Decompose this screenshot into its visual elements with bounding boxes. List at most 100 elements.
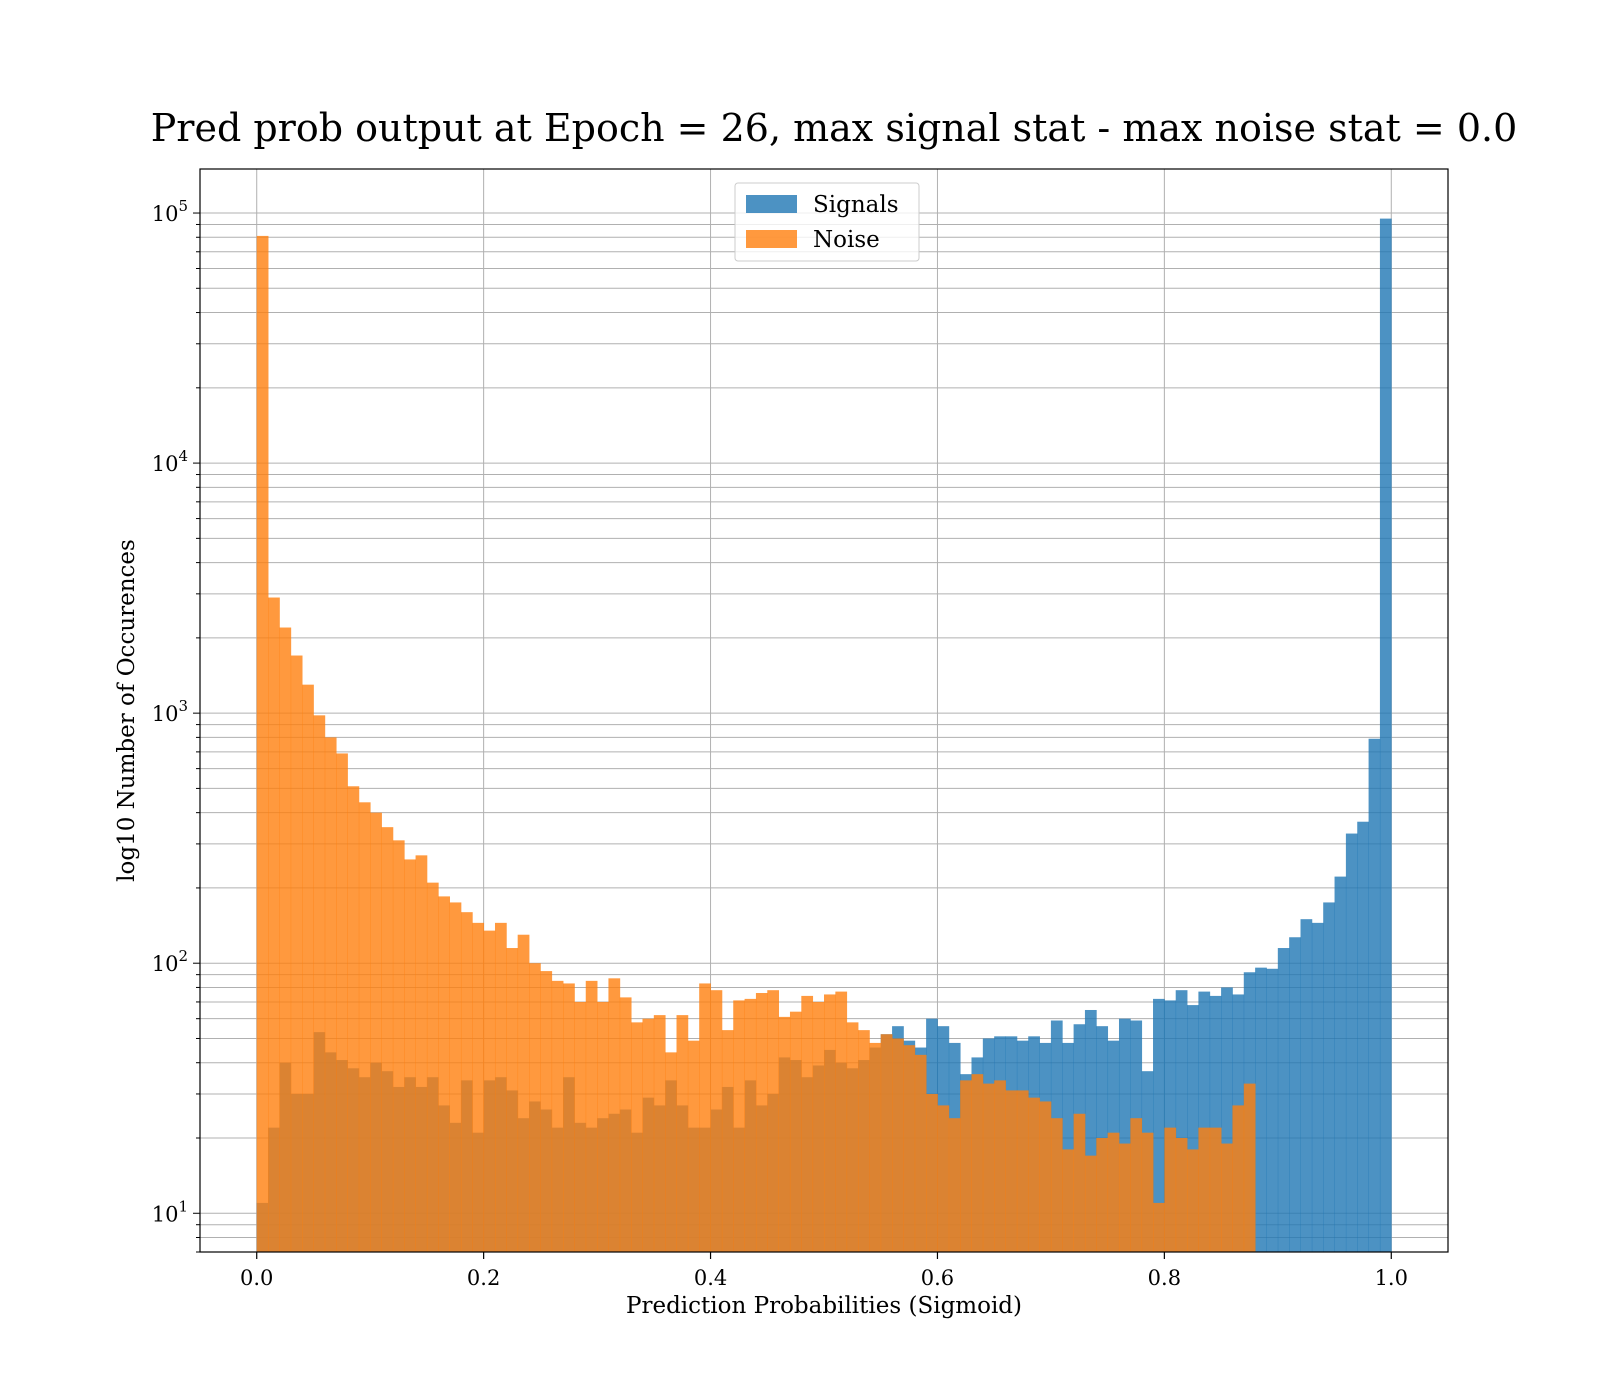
y-tick-label: 104 bbox=[152, 447, 188, 476]
noise-bar bbox=[404, 859, 416, 1252]
legend-label: Noise bbox=[813, 227, 880, 253]
noise-bar bbox=[1175, 1137, 1188, 1252]
x-tick-label: 1.0 bbox=[1375, 1266, 1408, 1290]
noise-bar bbox=[642, 1018, 655, 1252]
noise-bar bbox=[597, 1001, 609, 1252]
noise-bar bbox=[1141, 1132, 1154, 1252]
noise-bar bbox=[347, 786, 360, 1252]
noise-bar bbox=[812, 1001, 825, 1252]
noise-bar bbox=[687, 1040, 700, 1252]
noise-bar bbox=[472, 922, 485, 1252]
legend-swatch bbox=[746, 195, 797, 213]
signal-bar bbox=[1175, 990, 1188, 1252]
signal-bar bbox=[1289, 937, 1301, 1252]
noise-bar bbox=[279, 627, 292, 1252]
noise-bar bbox=[358, 802, 371, 1252]
noise-bar bbox=[1107, 1132, 1120, 1252]
y-tick-label: 101 bbox=[152, 1197, 188, 1226]
noise-bar bbox=[1221, 1143, 1233, 1252]
noise-bar bbox=[619, 997, 632, 1252]
noise-bar bbox=[1050, 1118, 1063, 1252]
noise-bar bbox=[880, 1034, 893, 1252]
noise-bar bbox=[529, 963, 541, 1252]
noise-bar bbox=[846, 1022, 859, 1252]
noise-bar bbox=[1198, 1127, 1211, 1252]
signal-bar bbox=[1209, 995, 1222, 1252]
signal-bar bbox=[1164, 1000, 1177, 1252]
noise-bar bbox=[1232, 1105, 1245, 1252]
noise-bar bbox=[302, 684, 314, 1252]
noise-bar bbox=[381, 827, 394, 1252]
noise-bar bbox=[324, 737, 337, 1252]
y-tick-label: 102 bbox=[152, 947, 188, 976]
signal-bar bbox=[1379, 218, 1392, 1253]
noise-bar bbox=[778, 1016, 791, 1252]
legend-label: Signals bbox=[813, 192, 899, 218]
noise-bar bbox=[653, 1015, 666, 1252]
signal-bar bbox=[1153, 998, 1165, 1252]
noise-bar bbox=[789, 1011, 802, 1252]
noise-bar bbox=[256, 235, 269, 1252]
signal-bar bbox=[1277, 948, 1290, 1252]
noise-bar bbox=[551, 980, 564, 1252]
signal-bar bbox=[1266, 968, 1279, 1252]
noise-bar bbox=[313, 715, 326, 1252]
noise-bar bbox=[971, 1074, 984, 1252]
noise-bar bbox=[676, 1015, 689, 1252]
signal-bar bbox=[1187, 1005, 1199, 1252]
noise-bar bbox=[869, 1042, 882, 1252]
legend: Signals Noise bbox=[734, 182, 920, 262]
noise-bar bbox=[1209, 1127, 1222, 1252]
noise-bar bbox=[268, 597, 280, 1252]
noise-bar bbox=[494, 922, 507, 1252]
x-tick-label: 0.8 bbox=[1148, 1266, 1181, 1290]
noise-bar bbox=[1164, 1127, 1177, 1252]
noise-bar bbox=[767, 990, 780, 1252]
noise-bar bbox=[733, 1000, 745, 1252]
noise-bar bbox=[1028, 1097, 1040, 1252]
noise-bar bbox=[574, 1001, 587, 1252]
noise-bar bbox=[1096, 1137, 1109, 1252]
noise-bar bbox=[631, 1022, 643, 1252]
signal-bar bbox=[1323, 902, 1335, 1252]
noise-bar bbox=[563, 983, 575, 1252]
signal-bar bbox=[1255, 967, 1267, 1252]
noise-bar bbox=[1073, 1113, 1086, 1252]
y-axis-ticks: 101 102 103 104 105 bbox=[152, 197, 200, 1253]
y-axis-label: log10 Number of Occurences bbox=[114, 539, 140, 882]
x-tick-label: 0.6 bbox=[921, 1266, 954, 1290]
noise-bar bbox=[744, 998, 757, 1252]
noise-bar bbox=[665, 1052, 677, 1252]
noise-bar bbox=[608, 978, 621, 1252]
signal-bar bbox=[1062, 1042, 1074, 1252]
noise-bar bbox=[937, 1105, 950, 1252]
noise-bar bbox=[1005, 1090, 1018, 1252]
plot-frame bbox=[199, 168, 1449, 1253]
noise-bar bbox=[903, 1045, 916, 1252]
noise-bar bbox=[710, 990, 723, 1252]
noise-bar bbox=[1153, 1202, 1165, 1252]
noise-bar bbox=[699, 983, 711, 1252]
noise-bar bbox=[449, 902, 462, 1252]
noise-bar bbox=[926, 1093, 938, 1252]
noise-bar bbox=[392, 840, 405, 1252]
signal-bar bbox=[1311, 922, 1324, 1252]
y-tick-label: 105 bbox=[152, 197, 188, 226]
noise-bar bbox=[994, 1080, 1006, 1252]
noise-bar bbox=[948, 1118, 961, 1252]
noise-bar bbox=[460, 912, 473, 1252]
noise-bar bbox=[290, 655, 303, 1252]
noise-bar bbox=[858, 1030, 870, 1252]
noise-bar bbox=[1039, 1101, 1052, 1252]
signal-bar bbox=[1198, 991, 1211, 1252]
legend-swatch bbox=[746, 230, 797, 248]
noise-bar bbox=[801, 995, 814, 1252]
signal-bar bbox=[1334, 876, 1347, 1252]
chart-title: Pred prob output at Epoch = 26, max sign… bbox=[151, 106, 1518, 150]
noise-bar bbox=[1130, 1118, 1143, 1252]
noise-bar bbox=[914, 1054, 927, 1252]
x-tick-label: 0.2 bbox=[467, 1266, 500, 1290]
noise-bar bbox=[585, 980, 598, 1252]
noise-bar bbox=[540, 971, 553, 1252]
